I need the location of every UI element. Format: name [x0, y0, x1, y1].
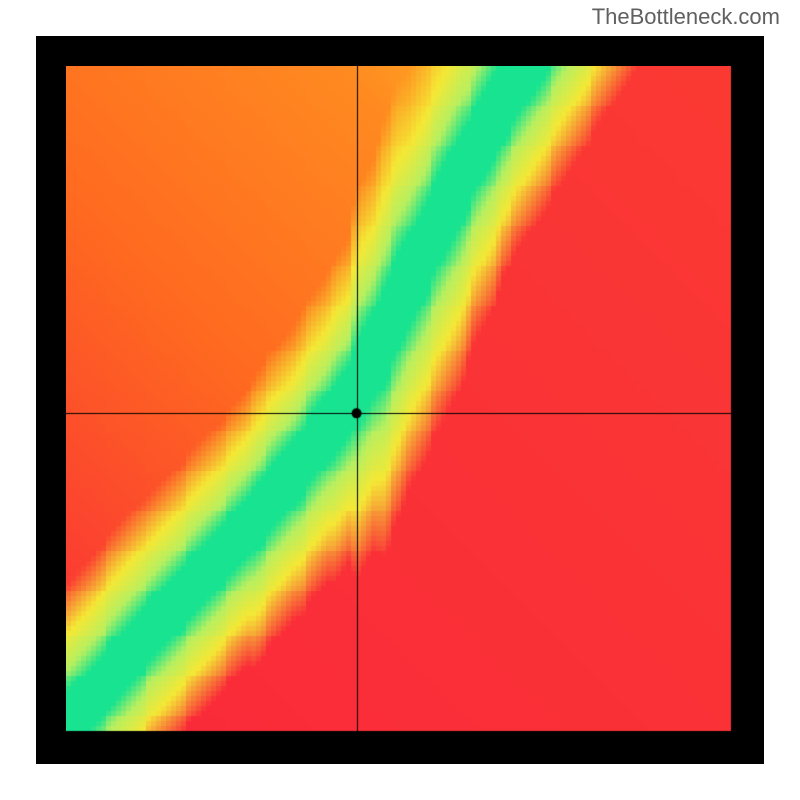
chart-container: { "watermark": { "text": "TheBottleneck.…	[0, 0, 800, 800]
plot-frame	[36, 36, 764, 764]
bottleneck-heatmap	[66, 66, 734, 734]
watermark-text: TheBottleneck.com	[592, 4, 780, 30]
